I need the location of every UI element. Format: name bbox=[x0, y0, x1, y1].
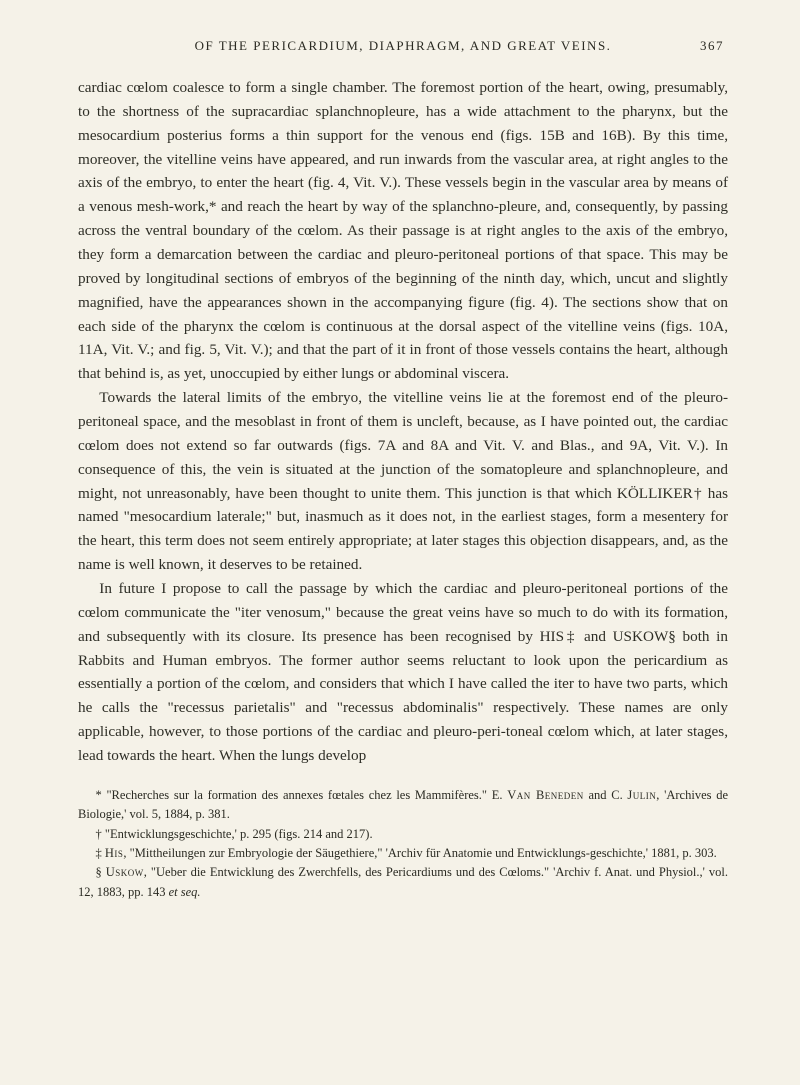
footnote-4-mark: § bbox=[96, 865, 106, 879]
footnote-1-text2: and C. bbox=[584, 788, 628, 802]
page-header: OF THE PERICARDIUM, DIAPHRAGM, AND GREAT… bbox=[78, 38, 728, 54]
footnote-1-text: * "Recherches sur la formation des annex… bbox=[96, 788, 508, 802]
paragraph-1: cardiac cœlom coalesce to form a single … bbox=[78, 76, 728, 386]
footnote-4: § Uskow, "Ueber die Entwicklung des Zwer… bbox=[78, 863, 728, 902]
footnote-2: † "Entwicklungsgeschichte,' p. 295 (figs… bbox=[78, 825, 728, 844]
footnote-3-mark: ‡ bbox=[96, 846, 105, 860]
footnote-3: ‡ His, "Mittheilungen zur Embryologie de… bbox=[78, 844, 728, 863]
paragraph-2: Towards the lateral limits of the embryo… bbox=[78, 386, 728, 577]
body-text: cardiac cœlom coalesce to form a single … bbox=[78, 76, 728, 768]
page-container: OF THE PERICARDIUM, DIAPHRAGM, AND GREAT… bbox=[0, 0, 800, 942]
footnote-4-author: Uskow bbox=[106, 865, 144, 879]
footnotes: * "Recherches sur la formation des annex… bbox=[78, 786, 728, 902]
running-title: OF THE PERICARDIUM, DIAPHRAGM, AND GREAT… bbox=[122, 38, 684, 54]
footnote-3-author: His bbox=[105, 846, 124, 860]
page-number: 367 bbox=[684, 38, 724, 54]
footnote-1-author: Van Beneden bbox=[507, 788, 584, 802]
footnote-1-author2: Julin bbox=[627, 788, 656, 802]
footnote-1: * "Recherches sur la formation des annex… bbox=[78, 786, 728, 825]
footnote-4-etseq: et seq. bbox=[169, 885, 201, 899]
paragraph-3: In future I propose to call the passage … bbox=[78, 577, 728, 768]
footnote-3-text: , "Mittheilungen zur Embryologie der Säu… bbox=[123, 846, 716, 860]
header-spacer bbox=[82, 38, 122, 54]
